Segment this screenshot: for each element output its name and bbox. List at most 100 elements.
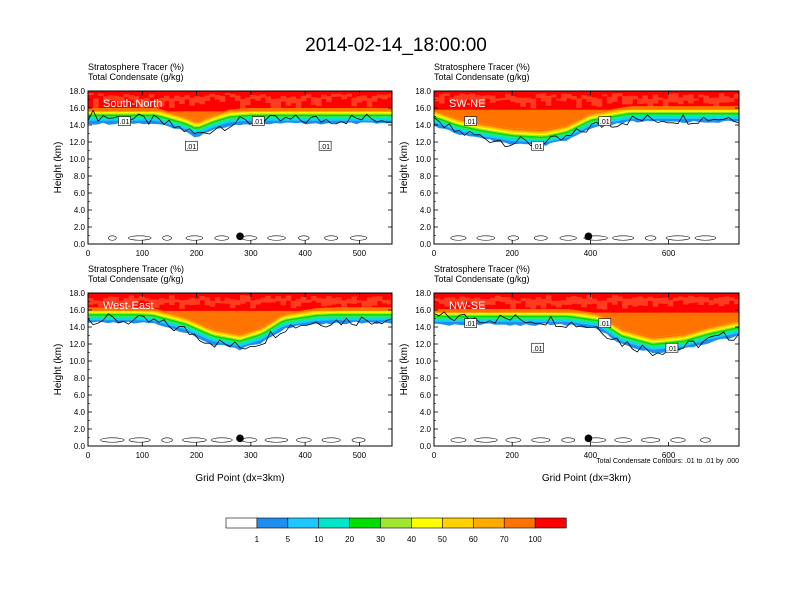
tracer-streak [346,93,352,97]
panel-label: South-North [103,98,162,110]
panel-subtitle-tracer: Stratosphere Tracer (%) [434,62,530,72]
tracer-streak [128,295,135,306]
tracer-streak [204,297,211,306]
tracer-streak [622,95,628,105]
panel-subtitle-condensate: Total Condensate (g/kg) [434,72,530,82]
tracer-streak [250,94,256,99]
tracer-streak [229,93,236,98]
contour-label-box [185,140,198,151]
tracer-streak [138,296,145,301]
tracer-streak [179,96,185,105]
tracer-streak [693,297,699,303]
x-tick-label: 0 [86,249,91,258]
tracer-streak [495,295,501,302]
contour-label-box [251,116,265,126]
condensate-contour [88,109,392,135]
tracer-streak [164,299,170,303]
tracer-streak [591,298,598,304]
low-contour [349,235,368,241]
y-tick-label: 4.0 [74,206,86,215]
colorbar-swatch [287,517,320,529]
tracer-streak [561,93,567,102]
colorbar-label: 5 [286,535,291,544]
tracer-streak [454,95,460,102]
tracer-streak [270,298,276,303]
tracer-streak [356,300,363,303]
tracer-streak [123,93,130,98]
tracer-streak [606,297,613,303]
tracer-streak [103,96,109,103]
colorbar-swatch [442,517,474,529]
x-tick-label: 100 [136,451,150,460]
tracer-streak [627,298,633,306]
colorbar-label: 30 [376,535,385,544]
y-tick-label: 8.0 [74,374,86,383]
y-tick-label: 4.0 [420,206,432,215]
tracer-band [88,117,392,133]
tracer-streak [285,97,292,106]
y-tick-label: 14.0 [69,121,85,130]
low-contour [507,235,519,241]
low-contour [670,437,686,443]
x-tick-label: 600 [662,451,676,460]
tracer-streak [489,95,496,103]
x-tick-label: 0 [432,249,437,258]
low-contour [298,235,310,241]
tracer-streak [617,93,623,97]
tracer-streak [642,95,648,104]
tracer-streak [688,295,694,304]
tracer-streak [505,297,511,305]
low-contour [264,437,289,443]
tracer-streak [366,98,373,108]
tracer-streak [316,297,322,303]
contour-label: .01 [186,144,196,151]
tracer-streak [113,296,119,305]
tracer-streak [219,95,226,102]
tracer-streak [469,298,476,304]
contour-label-box [318,140,332,151]
tracer-streak [245,97,251,106]
tracer-streak [606,96,613,104]
tracer-streak [479,95,486,106]
tracer-streak [708,300,715,306]
y-tick-label: 18.0 [415,87,431,96]
tracer-streak [376,94,383,99]
panel-label: West-East [103,300,154,312]
tracer-streak [495,98,501,101]
contour-label-box [464,318,477,328]
tracer-streak [260,297,266,303]
y-tick-label: 12.0 [69,138,85,147]
tracer-streak [698,296,704,305]
tracer-band [88,116,392,131]
tracer-streak [153,98,160,109]
tracer-streak [444,93,450,96]
tracer-streak [728,297,735,301]
y-axis-label: Height (km) [53,142,64,194]
tracer-streak [351,296,358,304]
tracer-streak [718,93,725,103]
tracer-streak [642,298,648,306]
low-contour [694,235,717,241]
y-tick-label: 16.0 [415,104,431,113]
tracer-streak [336,93,342,97]
tracer-streak [459,93,465,103]
tracer-streak [229,299,236,308]
low-contour [559,235,577,241]
tracer-streak [591,97,598,106]
tracer-streak [295,298,302,307]
tracer-streak [530,299,537,309]
tracer-streak [326,296,332,306]
contour-label: .01 [533,144,543,151]
tracer-streak [214,297,221,304]
low-contour [476,235,496,241]
tracer-band [88,320,392,351]
x-tick-label: 400 [584,249,598,258]
panel-south-north: Stratosphere Tracer (%)Total Condensate … [53,62,393,258]
colorbar-label: 70 [500,535,509,544]
low-contour [128,235,152,241]
tracer-streak [128,94,135,100]
contour-label: .01 [253,119,263,126]
contour-label-box [531,140,545,151]
y-tick-label: 16.0 [69,306,85,315]
tracer-streak [713,97,720,107]
